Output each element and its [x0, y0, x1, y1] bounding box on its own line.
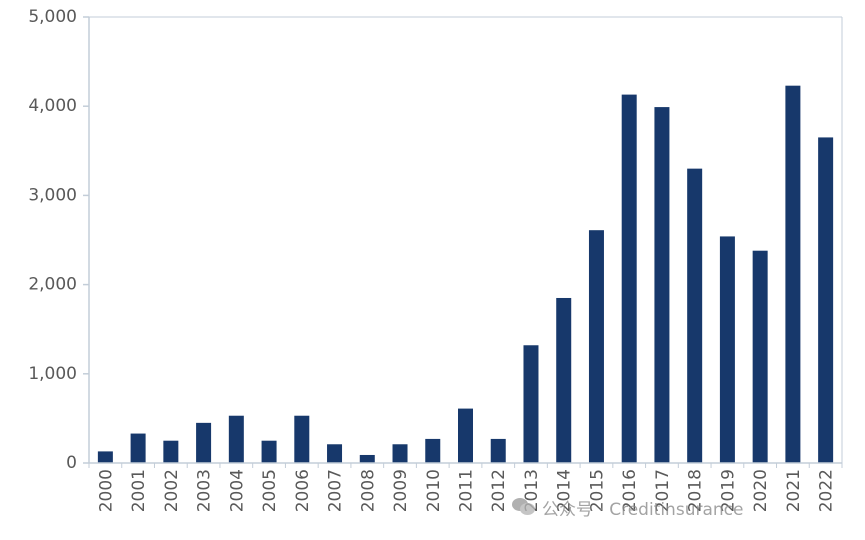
- bar-2003: [196, 422, 212, 463]
- x-axis-labels: 2000 2001 2002 2003 2004 2005 2006 2007 2008 2009…: [96, 469, 836, 512]
- bar-2004: [228, 415, 244, 463]
- x-tick-label: 2008: [358, 469, 378, 512]
- x-tick-label: 2002: [162, 469, 182, 512]
- axes: [88, 16, 843, 468]
- bar-2000: [97, 451, 113, 463]
- x-tick-label: 2009: [391, 469, 411, 512]
- bar-2015: [588, 230, 604, 463]
- bars: [97, 85, 834, 464]
- x-tick-label: 2010: [424, 469, 444, 512]
- bar-2008: [359, 454, 375, 463]
- x-tick-label: 2018: [686, 469, 706, 512]
- bar-2005: [261, 440, 277, 463]
- y-tick-label: 3,000: [28, 185, 77, 205]
- bar-2020: [752, 250, 768, 463]
- x-tick-label: 2017: [653, 469, 673, 512]
- x-tick-label: 2000: [96, 469, 116, 512]
- bar-2007: [327, 444, 343, 463]
- y-tick-label: 2,000: [28, 275, 77, 295]
- bar-2010: [425, 438, 441, 463]
- x-tick-label: 2003: [195, 469, 215, 512]
- y-tick-label: 4,000: [28, 96, 77, 116]
- bar-2016: [621, 94, 637, 463]
- bar-2011: [458, 408, 473, 463]
- x-tick-label: 2005: [260, 469, 280, 512]
- bar-2022: [818, 137, 834, 464]
- bar-2009: [392, 444, 408, 463]
- x-tick-label: 2014: [555, 469, 575, 512]
- bar-2014: [556, 297, 572, 463]
- bar-2006: [294, 415, 310, 463]
- bar-2012: [490, 438, 506, 463]
- y-tick-label: 1,000: [28, 364, 77, 384]
- bar-2002: [163, 440, 179, 463]
- y-tick-label: 5,000: [28, 7, 77, 27]
- y-axis-ticks: 0 1,000 2,000 3,000 4,000 5,000: [28, 7, 89, 473]
- bar-2018: [687, 168, 703, 463]
- x-tick-label: 2013: [522, 469, 542, 512]
- bar-2013: [523, 345, 539, 463]
- x-tick-label: 2001: [129, 469, 149, 512]
- x-tick-label: 2006: [293, 469, 313, 512]
- bar-2017: [654, 107, 670, 463]
- bar-2001: [130, 433, 146, 463]
- x-tick-label: 2015: [587, 469, 607, 512]
- x-tick-label: 2022: [817, 469, 837, 512]
- x-tick-label: 2020: [751, 469, 771, 512]
- x-tick-label: 2007: [326, 469, 346, 512]
- x-tick-label: 2004: [227, 469, 247, 512]
- bar-2019: [719, 236, 735, 463]
- x-tick-label: 2012: [489, 469, 509, 512]
- x-tick-label: 2019: [718, 469, 738, 512]
- y-tick-label: 0: [66, 453, 77, 473]
- x-tick-label: 2021: [784, 469, 804, 512]
- x-tick-label: 2016: [620, 469, 640, 512]
- x-tick-label: 2011: [457, 469, 477, 512]
- bar-2021: [785, 85, 801, 464]
